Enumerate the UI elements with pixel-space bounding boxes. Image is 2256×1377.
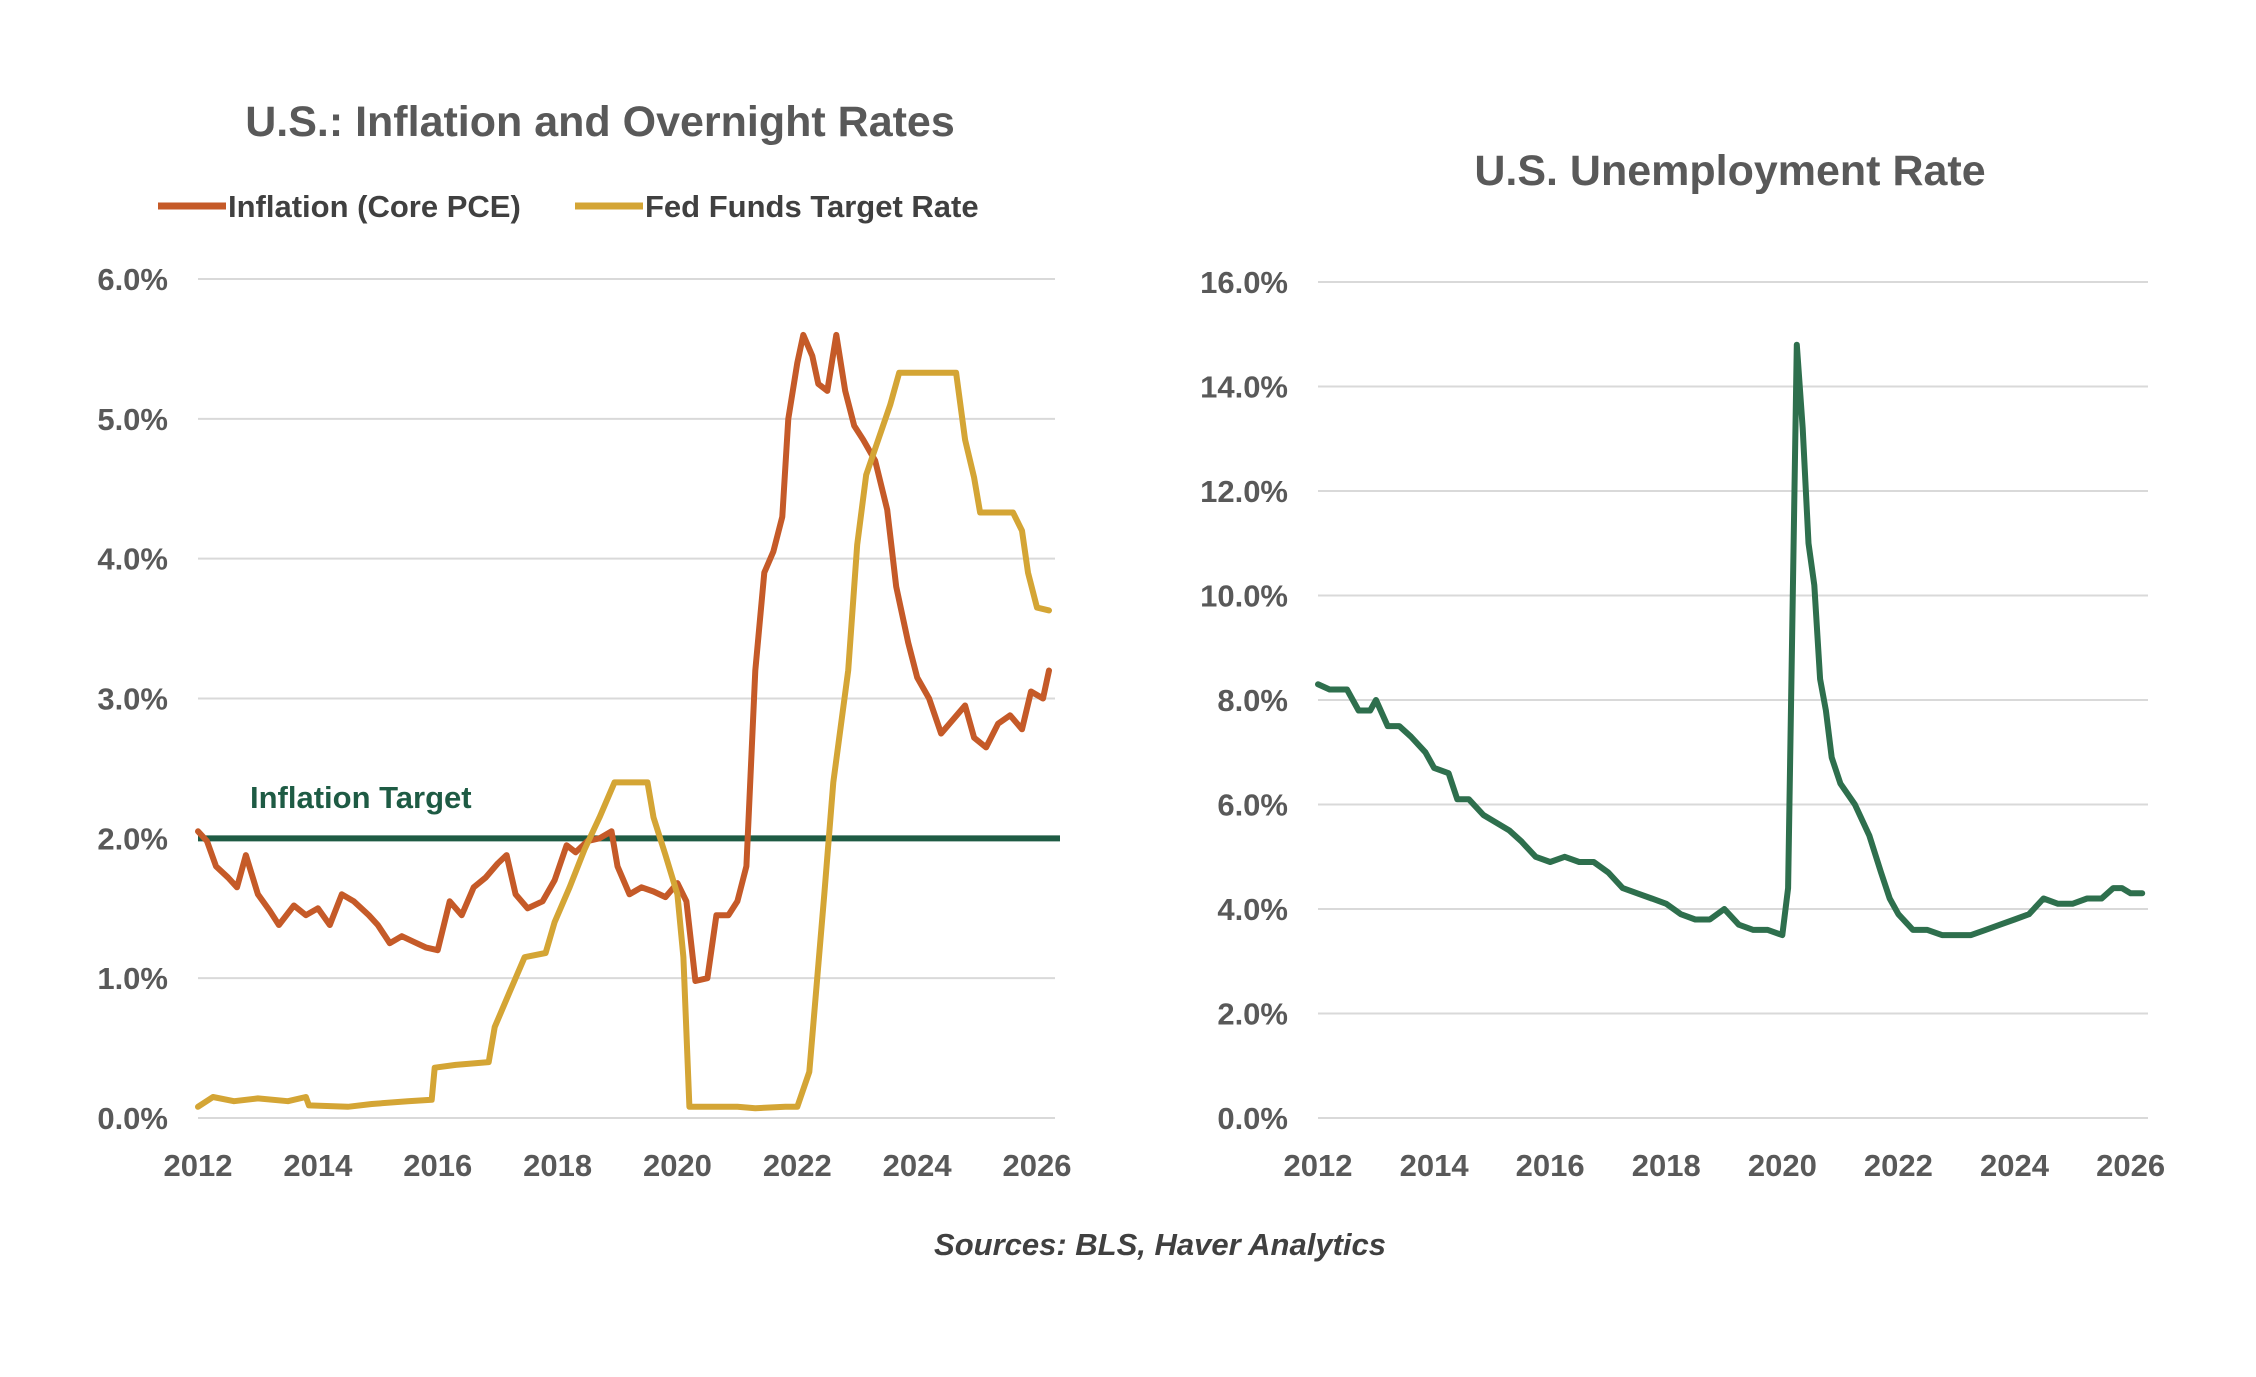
left-y-tick-label: 3.0% bbox=[97, 682, 168, 717]
right-x-tick-label: 2012 bbox=[1284, 1148, 1353, 1183]
legend-label-inflation: Inflation (Core PCE) bbox=[228, 189, 521, 224]
right-chart-title: U.S. Unemployment Rate bbox=[1474, 147, 1985, 195]
left-chart-title: U.S.: Inflation and Overnight Rates bbox=[245, 98, 955, 146]
series-line-fed-funds-target-rate bbox=[195, 369, 1052, 1112]
right-y-tick-label: 6.0% bbox=[1217, 788, 1288, 823]
right-x-tick-label: 2022 bbox=[1864, 1148, 1933, 1183]
left-x-tick-label: 2014 bbox=[283, 1148, 353, 1183]
left-x-tick-label: 2012 bbox=[164, 1148, 233, 1183]
left-x-tick-label: 2018 bbox=[523, 1148, 592, 1183]
left-y-tick-label: 4.0% bbox=[97, 542, 168, 577]
left-y-tick-label: 1.0% bbox=[97, 961, 168, 996]
left-x-tick-label: 2020 bbox=[643, 1148, 712, 1183]
right-x-tick-label: 2014 bbox=[1400, 1148, 1470, 1183]
inflation-target-label: Inflation Target bbox=[250, 780, 472, 815]
right-x-tick-label: 2018 bbox=[1632, 1148, 1701, 1183]
right-y-tick-label: 4.0% bbox=[1217, 892, 1288, 927]
left-chart-plot-area: 0.0% 1.0% 2.0% 3.0% 4.0% 5.0% 6.0% 2012 2014 2016… bbox=[97, 262, 1071, 1183]
right-y-tick-label: 10.0% bbox=[1200, 579, 1288, 614]
right-x-tick-label: 2024 bbox=[1980, 1148, 2050, 1183]
left-x-tick-label: 2016 bbox=[403, 1148, 472, 1183]
left-x-tick-label: 2026 bbox=[1003, 1148, 1072, 1183]
left-y-tick-label: 6.0% bbox=[97, 262, 168, 297]
right-y-tick-label: 14.0% bbox=[1200, 370, 1288, 405]
left-x-tick-label: 2022 bbox=[763, 1148, 832, 1183]
right-x-tick-label: 2020 bbox=[1748, 1148, 1817, 1183]
right-x-tick-label: 2026 bbox=[2096, 1148, 2165, 1183]
right-y-tick-label: 0.0% bbox=[1217, 1101, 1288, 1136]
left-x-tick-label: 2024 bbox=[883, 1148, 953, 1183]
right-y-tick-label: 16.0% bbox=[1200, 265, 1288, 300]
left-y-tick-label: 5.0% bbox=[97, 402, 168, 437]
right-chart-plot-area: 0.0% 2.0% 4.0% 6.0% 8.0% 10.0% 12.0% 14.0% 16.0%… bbox=[1200, 265, 2165, 1183]
series-line-inflation-core-pce bbox=[195, 331, 1052, 984]
left-y-tick-label: 0.0% bbox=[97, 1101, 168, 1136]
right-y-tick-label: 12.0% bbox=[1200, 474, 1288, 509]
source-note: Sources: BLS, Haver Analytics bbox=[934, 1227, 1386, 1262]
left-y-tick-label: 2.0% bbox=[97, 821, 168, 856]
left-chart-legend: Inflation (Core PCE) Fed Funds Target Ra… bbox=[158, 189, 979, 224]
right-y-tick-label: 8.0% bbox=[1217, 683, 1288, 718]
legend-label-fed-funds: Fed Funds Target Rate bbox=[645, 189, 979, 224]
right-x-tick-label: 2016 bbox=[1516, 1148, 1585, 1183]
series-line-unemployment bbox=[1315, 341, 2146, 939]
right-y-tick-label: 2.0% bbox=[1217, 997, 1288, 1032]
